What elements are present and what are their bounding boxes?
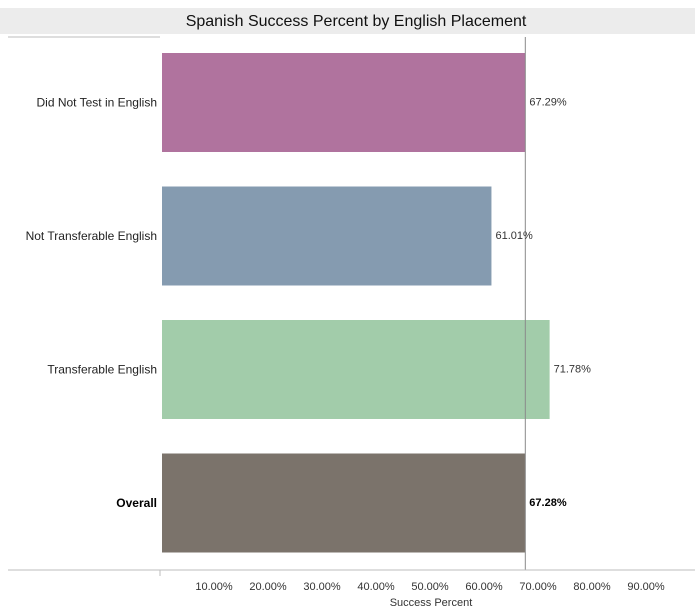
x-tick-label: 80.00% xyxy=(573,581,611,593)
value-label-did-not-test-in-english: 67.29% xyxy=(529,97,567,109)
category-label-not-transferable-english: Not Transferable English xyxy=(26,229,157,243)
bar-not-transferable-english[interactable] xyxy=(162,186,492,286)
value-label-not-transferable-english: 61.01% xyxy=(495,230,533,242)
x-tick-label: 10.00% xyxy=(195,581,233,593)
x-axis-title: Success Percent xyxy=(390,597,473,609)
bars-layer xyxy=(162,53,550,553)
title-band xyxy=(0,8,695,34)
x-tick-label: 90.00% xyxy=(627,581,665,593)
x-tick-label: 50.00% xyxy=(411,581,449,593)
value-label-transferable-english: 71.78% xyxy=(554,364,592,376)
chart-title: Spanish Success Percent by English Place… xyxy=(186,13,527,30)
x-tick-label: 60.00% xyxy=(465,581,503,593)
category-label-transferable-english: Transferable English xyxy=(47,363,157,377)
category-label-did-not-test-in-english: Did Not Test in English xyxy=(36,96,157,110)
x-tick-label: 70.00% xyxy=(519,581,557,593)
x-tick-label: 40.00% xyxy=(357,581,395,593)
bar-overall[interactable] xyxy=(162,453,526,553)
category-label-overall: Overall xyxy=(116,496,157,510)
x-tick-label: 20.00% xyxy=(249,581,287,593)
bar-did-not-test-in-english[interactable] xyxy=(162,53,526,152)
x-tick-label: 30.00% xyxy=(303,581,341,593)
x-axis-ticks: 10.00% 20.00% 30.00% 40.00% 50.00% 60.00% 70.0… xyxy=(195,581,665,593)
bar-transferable-english[interactable] xyxy=(162,320,550,419)
labels-layer: Did Not Test in English 67.29% Not Transfe… xyxy=(26,96,592,511)
value-label-overall: 67.28% xyxy=(529,497,567,509)
